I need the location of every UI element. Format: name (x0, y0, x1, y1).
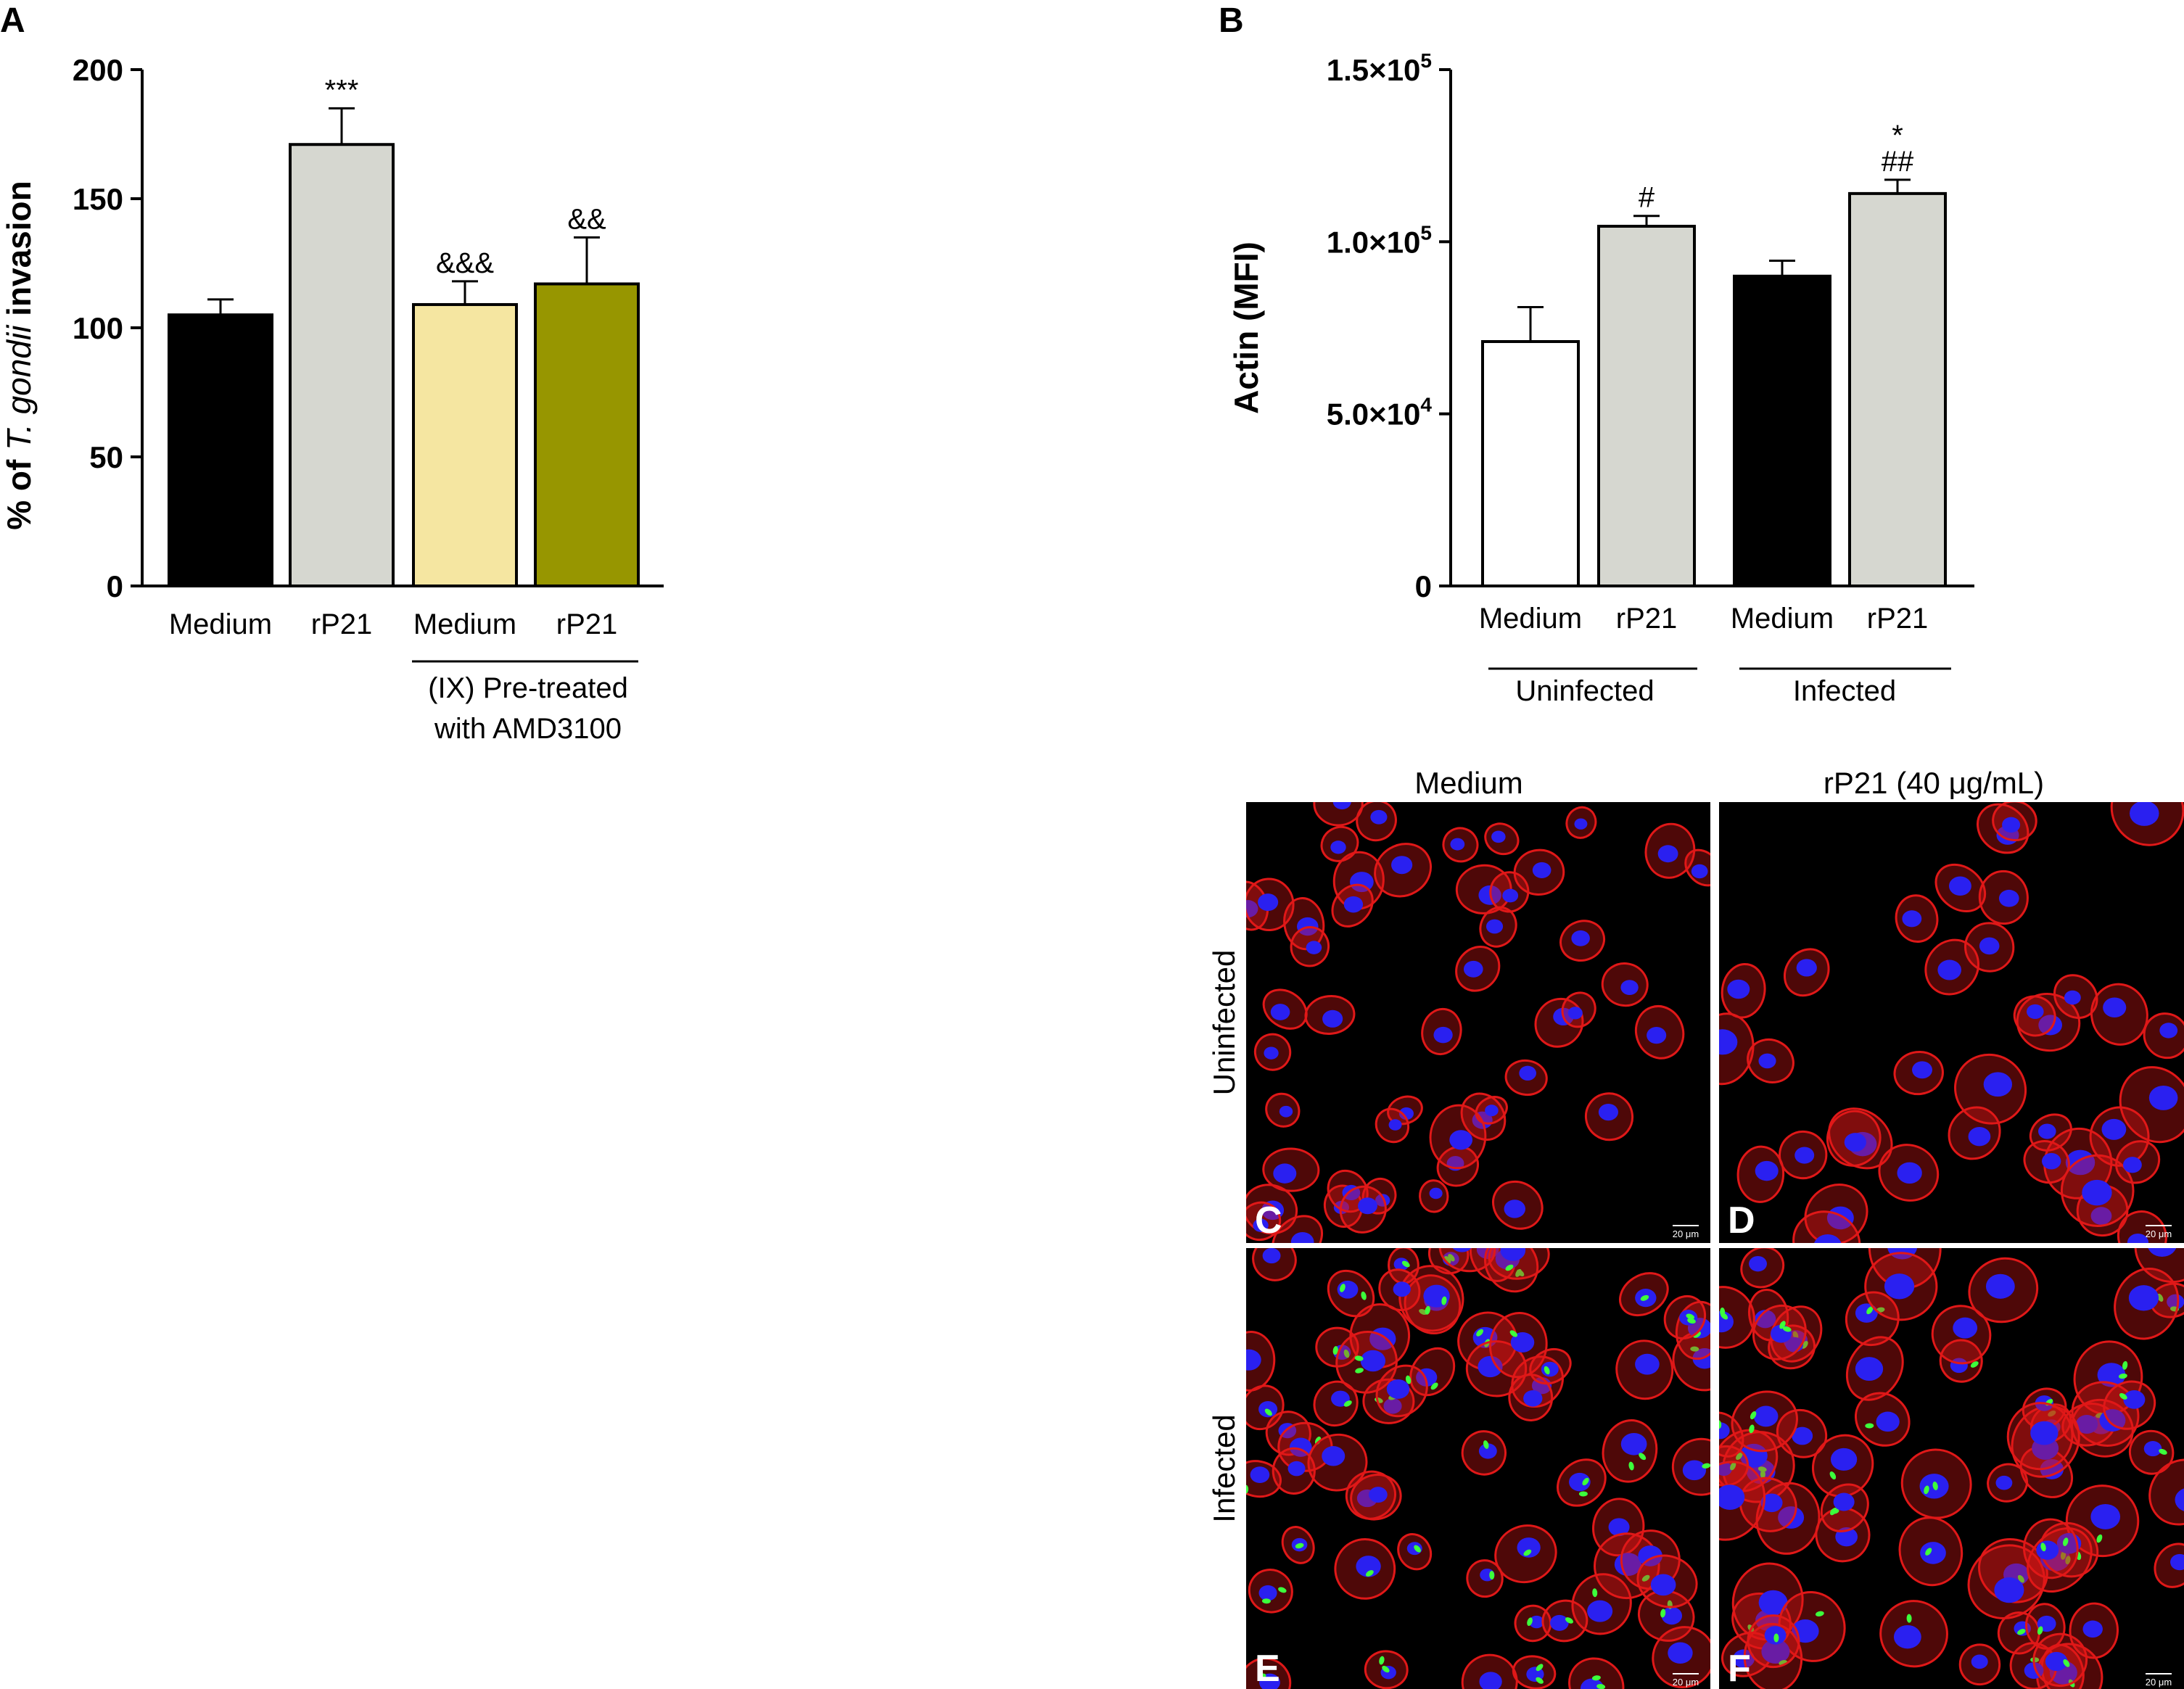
y-tick-label: 150 (73, 182, 123, 216)
x-tick-label: rP21 (556, 608, 618, 640)
x-tick-label: rP21 (311, 608, 373, 640)
bar-2 (1597, 224, 1696, 587)
bar-group-3 (1733, 259, 1831, 587)
significance-mark: && (567, 203, 606, 235)
bar-1 (1481, 339, 1580, 587)
panel-letter-e: E (1255, 1648, 1280, 1689)
y-tick-label: 5.0×104 (1327, 394, 1433, 431)
y-tick-label: 100 (73, 311, 123, 345)
x-tick-label: Medium (1731, 603, 1834, 635)
chart-b: B Actin (MFI) 0 5.0×104 1.0×105 1.5×105 # *#… (1219, 1, 1974, 707)
scale-bar-c: 20 μm (1673, 1228, 1699, 1239)
panel-letter-f: F (1728, 1648, 1751, 1689)
y-axis-label-b: Actin (MFI) (1227, 241, 1265, 414)
bar-group-2: # (1597, 182, 1696, 587)
micrograph-e: E 20 μm (1246, 1248, 1710, 1689)
significance-mark: * (1892, 120, 1903, 152)
bars-b: # *## (1481, 120, 1947, 587)
panel-letter-a: A (0, 1, 25, 40)
micrograph-grid: Medium rP21 (40 μg/mL) Uninfected Infect… (1207, 766, 2184, 1689)
x-tick-labels-a: Medium rP21 Medium rP21 (169, 608, 617, 640)
y-tick-label: 1.0×105 (1327, 221, 1432, 259)
bar-4 (1848, 191, 1947, 587)
y-tick-label: 200 (73, 53, 123, 87)
column-label-rp21: rP21 (40 μg/mL) (1824, 766, 2044, 800)
significance-mark: &&& (436, 247, 494, 279)
y-ticks-b: 0 5.0×104 1.0×105 1.5×105 (1327, 49, 1451, 603)
micrograph-c: C 20 μm (1246, 802, 1710, 1243)
group-label-a-line1: (IX) Pre-treated (428, 672, 628, 704)
column-label-medium: Medium (1414, 766, 1522, 800)
y-ticks-a: 0 50 100 150 200 (73, 53, 142, 603)
chart-a: A % of T. gondii invasion 0 50 100 150 200 *… (0, 1, 664, 745)
scale-bar-d: 20 μm (2146, 1228, 2172, 1239)
y-axis-label-a: % of T. gondii invasion (0, 181, 38, 530)
panel-letter-b: B (1219, 1, 1244, 40)
row-label-uninfected: Uninfected (1207, 950, 1241, 1096)
group-label-a-line2: with AMD3100 (434, 713, 622, 745)
significance-mark: *** (325, 74, 359, 106)
bars-a: ***&&&&& (168, 74, 640, 588)
panel-letter-d: D (1728, 1199, 1755, 1242)
bar-1 (168, 313, 273, 587)
scale-bar-f: 20 μm (2146, 1677, 2172, 1688)
significance-mark: ## (1882, 146, 1914, 178)
row-label-infected: Infected (1207, 1414, 1241, 1522)
x-tick-label: rP21 (1616, 603, 1678, 635)
x-tick-label: Medium (169, 608, 272, 640)
bar-3 (412, 302, 518, 587)
y-tick-label: 1.5×105 (1327, 49, 1432, 87)
bar-group-1 (1481, 306, 1580, 587)
bar-group-4: && (534, 203, 640, 587)
bar-group-1 (168, 298, 273, 587)
micrograph-f: F 20 μm (1719, 1248, 2184, 1689)
bar-3 (1733, 274, 1831, 587)
bar-group-2: *** (289, 74, 395, 588)
bar-group-4: *## (1848, 120, 1947, 587)
micrograph-d: D 20 μm (1719, 802, 2184, 1243)
bar-2 (289, 143, 395, 588)
panel-letter-c: C (1255, 1199, 1282, 1242)
y-tick-label: 50 (89, 440, 123, 474)
bar-group-3: &&& (412, 247, 518, 587)
x-tick-label: rP21 (1867, 603, 1929, 635)
x-tick-label: Medium (1479, 603, 1582, 635)
x-tick-labels-b: Medium rP21 Medium rP21 (1479, 603, 1928, 635)
bar-4 (534, 282, 640, 587)
y-tick-label: 0 (107, 569, 123, 603)
scale-bar-e: 20 μm (1673, 1677, 1699, 1688)
group-label-infected: Infected (1793, 675, 1896, 707)
x-tick-label: Medium (413, 608, 516, 640)
significance-mark: # (1639, 182, 1655, 214)
y-tick-label: 0 (1415, 569, 1432, 603)
group-label-uninfected: Uninfected (1515, 675, 1654, 707)
